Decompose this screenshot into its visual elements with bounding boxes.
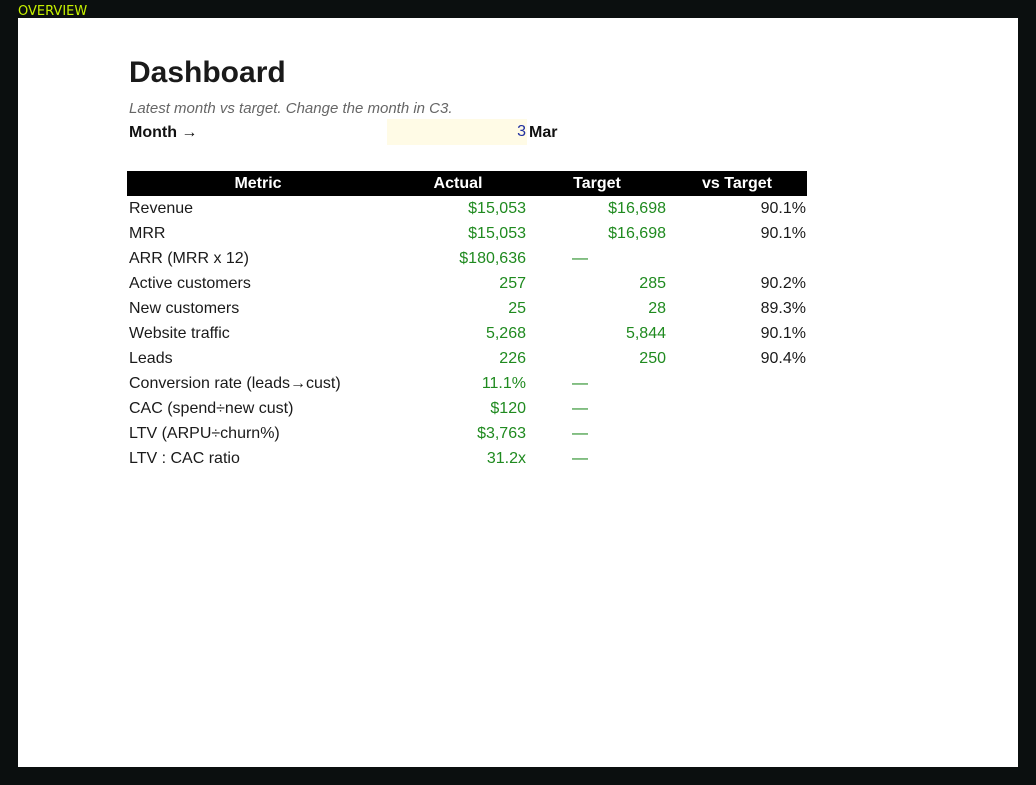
vs-target-cell[interactable]: [667, 446, 807, 471]
table-row: Active customers 257 285 90.2%: [127, 271, 807, 296]
actual-cell[interactable]: $180,636: [459, 250, 526, 267]
header-target[interactable]: Target: [527, 171, 667, 196]
table-row: Conversion rate (leads→cust) 11.1% —: [127, 371, 807, 396]
vs-target-cell[interactable]: 90.1%: [760, 200, 806, 217]
actual-cell[interactable]: 31.2x: [486, 450, 526, 467]
metric-cell[interactable]: ARR (MRR x 12): [129, 250, 250, 267]
target-cell[interactable]: 250: [639, 350, 666, 367]
actual-cell[interactable]: 5,268: [485, 325, 526, 342]
target-cell[interactable]: 28: [648, 300, 666, 317]
table-row: ARR (MRR x 12) $180,636 —: [127, 246, 807, 271]
table-row: Leads 226 250 90.4%: [127, 346, 807, 371]
actual-cell[interactable]: 257: [499, 275, 526, 292]
actual-cell[interactable]: 25: [508, 300, 526, 317]
table-row: LTV (ARPU÷churn%) $3,763 —: [127, 421, 807, 446]
table-row: LTV : CAC ratio 31.2x —: [127, 446, 807, 471]
table-row: MRR $15,053 $16,698 90.1%: [127, 221, 807, 246]
vs-target-cell[interactable]: [667, 421, 807, 446]
page-subtitle: Latest month vs target. Change the month…: [129, 100, 453, 117]
vs-target-cell[interactable]: 90.2%: [760, 275, 806, 292]
metric-cell[interactable]: CAC (spend÷new cust): [129, 400, 294, 417]
target-cell[interactable]: $16,698: [608, 225, 666, 242]
actual-cell[interactable]: $15,053: [468, 200, 526, 217]
header-actual[interactable]: Actual: [389, 171, 527, 196]
table-row: CAC (spend÷new cust) $120 —: [127, 396, 807, 421]
metric-cell[interactable]: Website traffic: [129, 325, 230, 342]
target-cell[interactable]: —: [572, 250, 588, 267]
month-label: Month →: [129, 124, 198, 141]
table-row: Revenue $15,053 $16,698 90.1%: [127, 196, 807, 221]
target-cell[interactable]: —: [572, 400, 588, 417]
metric-cell[interactable]: Active customers: [129, 275, 251, 292]
actual-cell[interactable]: $15,053: [468, 225, 526, 242]
metric-cell[interactable]: Leads: [129, 350, 173, 367]
month-name: Mar: [529, 124, 558, 141]
actual-cell[interactable]: 11.1%: [481, 375, 526, 392]
page-title: Dashboard: [129, 56, 286, 89]
actual-cell[interactable]: $3,763: [477, 425, 526, 442]
target-cell[interactable]: —: [572, 425, 588, 442]
vs-target-cell[interactable]: 90.1%: [760, 225, 806, 242]
metric-cell[interactable]: MRR: [129, 225, 166, 242]
header-vs-target[interactable]: vs Target: [667, 171, 807, 196]
vs-target-cell[interactable]: 90.4%: [760, 350, 806, 367]
sheet-tab-label[interactable]: OVERVIEW: [18, 4, 88, 19]
table-header-row: Metric Actual Target vs Target: [127, 171, 807, 196]
actual-cell[interactable]: 226: [499, 350, 526, 367]
vs-target-cell[interactable]: 89.3%: [760, 300, 806, 317]
vs-target-cell[interactable]: [667, 396, 807, 421]
target-cell[interactable]: $16,698: [608, 200, 666, 217]
target-cell[interactable]: 5,844: [625, 325, 666, 342]
vs-target-cell[interactable]: [667, 246, 807, 271]
table-row: New customers 25 28 89.3%: [127, 296, 807, 321]
vs-target-cell[interactable]: 90.1%: [760, 325, 806, 342]
metric-cell[interactable]: New customers: [129, 300, 240, 317]
metric-cell[interactable]: LTV : CAC ratio: [129, 450, 240, 467]
kpi-table: Metric Actual Target vs Target Revenue $1…: [127, 171, 807, 471]
header-metric[interactable]: Metric: [127, 171, 389, 196]
sheet-page: Dashboard Latest month vs target. Change…: [18, 18, 1018, 767]
vs-target-cell[interactable]: [667, 371, 807, 396]
target-cell[interactable]: —: [572, 450, 588, 467]
table-row: Website traffic 5,268 5,844 90.1%: [127, 321, 807, 346]
target-cell[interactable]: 285: [639, 275, 666, 292]
month-input-cell[interactable]: [387, 119, 527, 145]
metric-cell[interactable]: Conversion rate (leads→cust): [129, 375, 341, 392]
actual-cell[interactable]: $120: [490, 400, 526, 417]
metric-cell[interactable]: Revenue: [129, 200, 194, 217]
target-cell[interactable]: —: [572, 375, 588, 392]
metric-cell[interactable]: LTV (ARPU÷churn%): [129, 425, 280, 442]
